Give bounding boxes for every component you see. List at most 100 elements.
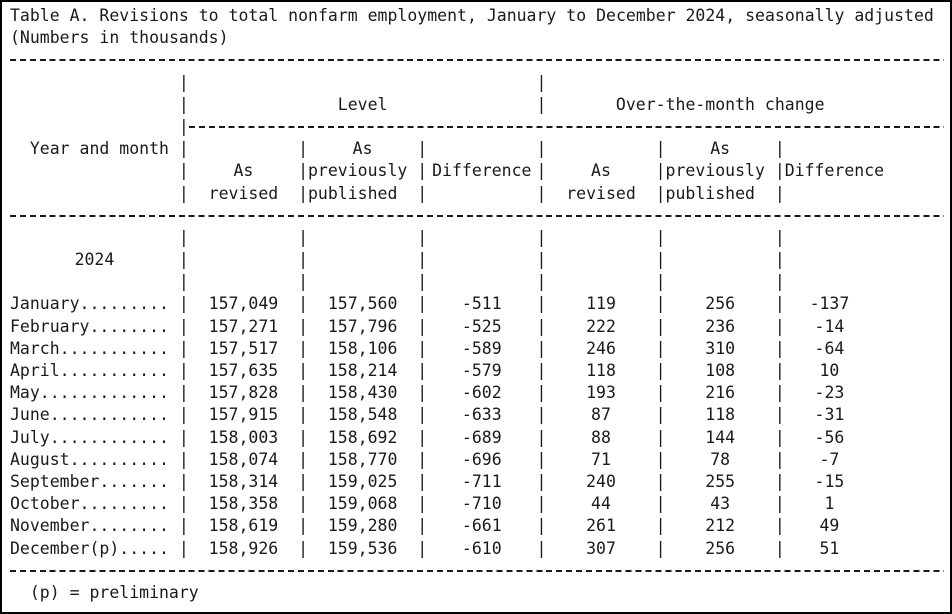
column-separator: | xyxy=(536,471,547,491)
column-separator: | xyxy=(774,139,785,159)
otm-as-published-value: 256 xyxy=(705,294,736,314)
column-separator: | xyxy=(298,161,308,181)
table-row: November........ | 158,619 | 159,280 | -… xyxy=(10,515,942,537)
otm-as-revised-value: 193 xyxy=(586,383,616,403)
column-separator: | xyxy=(774,183,785,203)
column-separator: | xyxy=(298,183,308,203)
column-separator: | xyxy=(536,538,547,558)
otm-difference-value: -137 xyxy=(809,294,850,314)
column-separator: | xyxy=(536,383,547,403)
month-label-cell xyxy=(10,227,179,249)
level-as-published-value: 158,214 xyxy=(327,361,398,380)
column-separator: | xyxy=(536,183,547,203)
header-cell: As xyxy=(352,139,373,159)
header-cell xyxy=(427,138,536,160)
column-separator: | xyxy=(417,294,428,314)
otm-difference-value: -31 xyxy=(814,405,845,425)
otm-as-published-value: 144 xyxy=(705,427,736,447)
month-label-cell: May............. xyxy=(10,383,169,403)
table-row: May............. | 157,828 | 158,430 | -… xyxy=(10,382,942,404)
otm-published-header: published xyxy=(665,183,755,203)
column-separator: | xyxy=(536,494,547,514)
month-label-cell: February........ xyxy=(10,316,169,336)
column-separator: | xyxy=(298,516,308,536)
table-row: April........... | 157,635 | 158,214 | -… xyxy=(10,360,942,382)
column-separator: | xyxy=(178,161,189,181)
column-separator: | xyxy=(536,316,547,336)
column-separator: | xyxy=(178,116,189,136)
otm-as-revised-value: 246 xyxy=(586,338,616,358)
column-separator: | xyxy=(178,405,189,425)
level-difference-value: -661 xyxy=(461,516,502,536)
column-separator: | xyxy=(178,449,189,469)
column-separator: | xyxy=(655,272,666,292)
column-separator: | xyxy=(655,227,666,247)
level-difference-value: -689 xyxy=(461,427,502,447)
column-separator: | xyxy=(417,449,428,469)
column-separator: | xyxy=(655,316,666,336)
column-separator: | xyxy=(536,161,547,181)
spacer-cell xyxy=(10,94,179,116)
level-difference-value: -696 xyxy=(461,449,502,469)
otm-as-revised-value: 307 xyxy=(586,538,616,558)
column-separator: | xyxy=(774,538,785,558)
column-separator: | xyxy=(655,538,666,558)
otm-difference-value: -7 xyxy=(819,449,840,469)
column-separator: | xyxy=(178,183,189,203)
level-as-revised-value: 157,828 xyxy=(208,383,279,403)
otm-as-revised-value xyxy=(546,227,655,249)
column-separator: | xyxy=(536,294,547,314)
column-separator: | xyxy=(178,383,189,403)
column-separator: | xyxy=(417,494,428,514)
level-difference-value: -711 xyxy=(461,471,502,491)
header-cell xyxy=(427,183,536,205)
spacer-cell xyxy=(10,116,179,138)
table-row: June............ | 157,915 | 158,548 | -… xyxy=(10,404,942,426)
column-separator: | xyxy=(655,471,666,491)
column-separator: | xyxy=(774,250,785,270)
column-separator: | xyxy=(536,427,547,447)
column-separator: | xyxy=(417,250,428,270)
level-as-published-value: 157,560 xyxy=(327,294,398,314)
column-separator: | xyxy=(774,516,785,536)
column-separator: | xyxy=(298,338,308,358)
month-label-cell: July............ xyxy=(10,427,169,447)
column-separator: | xyxy=(298,294,308,314)
spacer-cell xyxy=(10,72,179,94)
table-subtitle: (Numbers in thousands) xyxy=(10,28,229,48)
column-separator: | xyxy=(298,316,308,336)
column-separator: | xyxy=(655,294,666,314)
level-group-header: Level xyxy=(337,94,388,114)
column-separator: | xyxy=(178,427,189,447)
column-separator: | xyxy=(417,139,428,159)
column-separator: | xyxy=(536,449,547,469)
column-separator: | xyxy=(655,405,666,425)
level-as-revised-value: 158,003 xyxy=(208,427,279,447)
otm-difference-value xyxy=(785,249,904,271)
spacer-cell xyxy=(10,160,179,182)
otm-difference-header: Difference xyxy=(784,161,885,181)
level-as-revised-value: 157,271 xyxy=(208,316,279,336)
level-as-revised-value: 158,926 xyxy=(208,538,279,558)
column-separator: | xyxy=(774,471,785,491)
otm-difference-value xyxy=(785,227,904,249)
level-published-header: published xyxy=(307,183,398,203)
otm-revised-header: revised xyxy=(566,183,636,203)
table-row: March........... | 157,517 | 158,106 | -… xyxy=(10,338,942,360)
column-separator: | xyxy=(655,250,666,270)
column-separator: | xyxy=(298,494,308,514)
level-difference-value: -710 xyxy=(461,494,502,514)
column-separator: | xyxy=(417,272,428,292)
level-difference-value xyxy=(427,227,536,249)
level-as-published-value xyxy=(308,227,417,249)
column-separator: | xyxy=(178,516,189,536)
column-separator: | xyxy=(655,383,666,403)
otm-as-revised-value: 88 xyxy=(591,427,611,447)
column-separator: | xyxy=(536,250,547,270)
otm-as-published-value: 78 xyxy=(710,449,731,469)
column-separator: | xyxy=(178,139,189,159)
otm-as-published-value: 108 xyxy=(705,361,736,380)
otm-as-published-value: 118 xyxy=(705,405,736,425)
level-as-revised-value: 158,074 xyxy=(208,449,279,469)
column-separator: | xyxy=(774,294,785,314)
